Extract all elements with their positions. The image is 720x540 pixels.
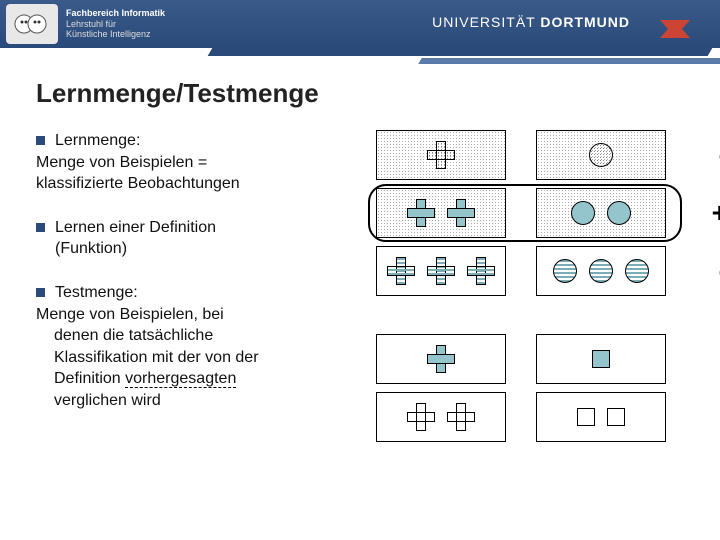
diagram-area: - + - [376, 130, 706, 450]
uni-bold: DORTMUND [540, 14, 630, 30]
underlined-word: vorhergesagten [125, 370, 236, 388]
slide-title: Lernmenge/Testmenge [36, 78, 720, 109]
highlight-box [368, 184, 682, 242]
bullet-icon [36, 136, 45, 145]
square-icon [592, 350, 610, 368]
bullet-item-2: Lernen einer Definition (Funktion) [36, 217, 356, 260]
dept-line: Fachbereich Informatik [66, 8, 165, 19]
right-panel [536, 334, 666, 384]
plus-icon [387, 257, 415, 285]
bullet-icon [36, 288, 45, 297]
header-accent-icon [660, 20, 690, 43]
header-stripes [0, 48, 720, 68]
bullet2-body: (Funktion) [55, 238, 216, 260]
plus-icon [447, 403, 475, 431]
slide-header: Fachbereich Informatik Lehrstuhl für Kün… [0, 0, 720, 48]
bullet1-line1: Menge von Beispielen = [36, 152, 356, 174]
bullet1-head: Lernmenge: [55, 130, 140, 152]
plus-icon [427, 141, 455, 169]
bullet2-head: Lernen einer Definition [55, 217, 216, 239]
bullet-item-1: Lernmenge: Menge von Beispielen = klassi… [36, 130, 356, 195]
header-logo [6, 4, 58, 44]
circle-icon [589, 143, 613, 167]
plus-icon [467, 257, 495, 285]
diagram-row: + [376, 188, 706, 238]
square-icon [577, 408, 595, 426]
plus-icon [427, 345, 455, 373]
right-panel [536, 130, 666, 180]
bullet3-head: Testmenge: [55, 282, 138, 304]
square-icon [607, 408, 625, 426]
bullet3-l4: Definition vorhergesagten [36, 368, 356, 390]
university-name: UNIVERSITÄT DORTMUND [432, 14, 630, 30]
diagram-row: - [376, 130, 706, 180]
bullet-item-3: Testmenge: Menge von Beispielen, bei den… [36, 282, 356, 412]
chair-line2: Künstliche Intelligenz [66, 29, 165, 40]
plus-icon [427, 257, 455, 285]
class-sign: + [712, 197, 720, 229]
left-panel [376, 246, 506, 296]
right-panel [536, 392, 666, 442]
bullet3-l2: denen die tatsächliche [36, 325, 356, 347]
circle-icon [553, 259, 577, 283]
diagram-row [376, 392, 706, 442]
diagram-row [376, 334, 706, 384]
uni-light: UNIVERSITÄT [432, 14, 540, 30]
bullet3-l5: verglichen wird [36, 390, 356, 412]
circle-icon [589, 259, 613, 283]
bullet-list: Lernmenge: Menge von Beispielen = klassi… [36, 130, 356, 434]
left-panel [376, 392, 506, 442]
bullet3-l3: Klassifikation mit der von der [36, 347, 356, 369]
bullet-icon [36, 223, 45, 232]
left-panel [376, 334, 506, 384]
plus-icon [407, 403, 435, 431]
left-panel [376, 130, 506, 180]
right-panel [536, 246, 666, 296]
chair-line1: Lehrstuhl für [66, 19, 165, 30]
header-dept-text: Fachbereich Informatik Lehrstuhl für Kün… [66, 8, 165, 40]
circle-icon [625, 259, 649, 283]
diagram-row: - [376, 246, 706, 296]
bullet3-l1: Menge von Beispielen, bei [36, 304, 356, 326]
bullet1-line2: klassifizierte Beobachtungen [36, 173, 356, 195]
